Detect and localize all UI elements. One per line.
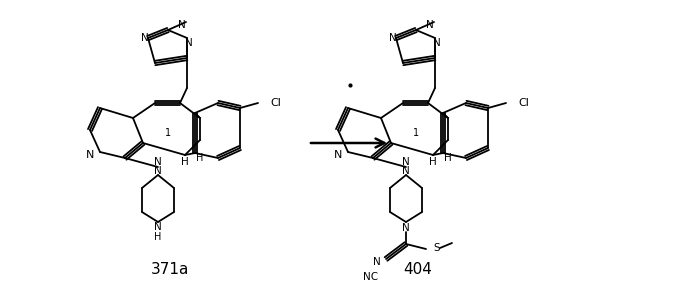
Text: N: N <box>402 157 410 167</box>
Text: N: N <box>185 38 193 48</box>
Text: N: N <box>141 33 149 43</box>
Text: N: N <box>402 166 410 176</box>
Text: N: N <box>154 157 162 167</box>
Text: N: N <box>402 223 410 233</box>
Text: N: N <box>86 150 94 160</box>
Text: 371a: 371a <box>151 263 189 277</box>
Text: N: N <box>178 20 186 30</box>
Text: N: N <box>154 222 162 232</box>
Text: H: H <box>154 232 161 242</box>
Text: Cl: Cl <box>270 98 281 108</box>
Text: N: N <box>426 20 434 30</box>
Text: N: N <box>334 150 343 160</box>
Text: Cl: Cl <box>518 98 529 108</box>
Text: H: H <box>429 157 437 167</box>
Text: H: H <box>196 153 203 163</box>
Text: S: S <box>433 243 440 253</box>
Text: NC: NC <box>363 272 379 282</box>
Text: 1: 1 <box>413 128 419 138</box>
Text: N: N <box>373 257 381 267</box>
Text: H: H <box>181 157 189 167</box>
Text: N: N <box>154 166 162 176</box>
Text: N: N <box>433 38 441 48</box>
Text: H: H <box>444 153 452 163</box>
Text: N: N <box>389 33 397 43</box>
Text: 1: 1 <box>165 128 171 138</box>
Text: 404: 404 <box>403 263 433 277</box>
